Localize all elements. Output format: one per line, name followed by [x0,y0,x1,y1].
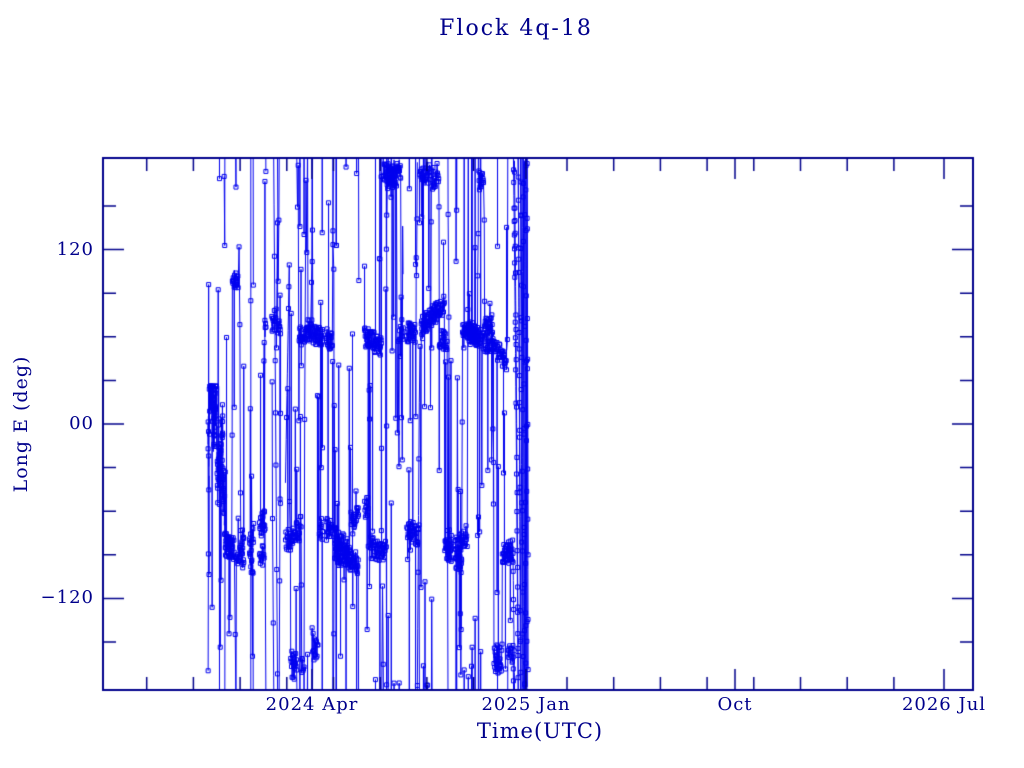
y-tick-label: 00 [69,413,94,434]
x-tick-label: 2026 Jul [901,694,987,715]
x-tick-label: 2025 Jan [481,694,571,715]
x-tick-label: Oct [717,694,753,715]
x-tick-label: 2024 Apr [265,694,359,715]
y-tick-label: 120 [56,238,94,260]
x-axis-title: Time(UTC) [476,719,604,743]
y-tick-label: −120 [40,587,94,609]
